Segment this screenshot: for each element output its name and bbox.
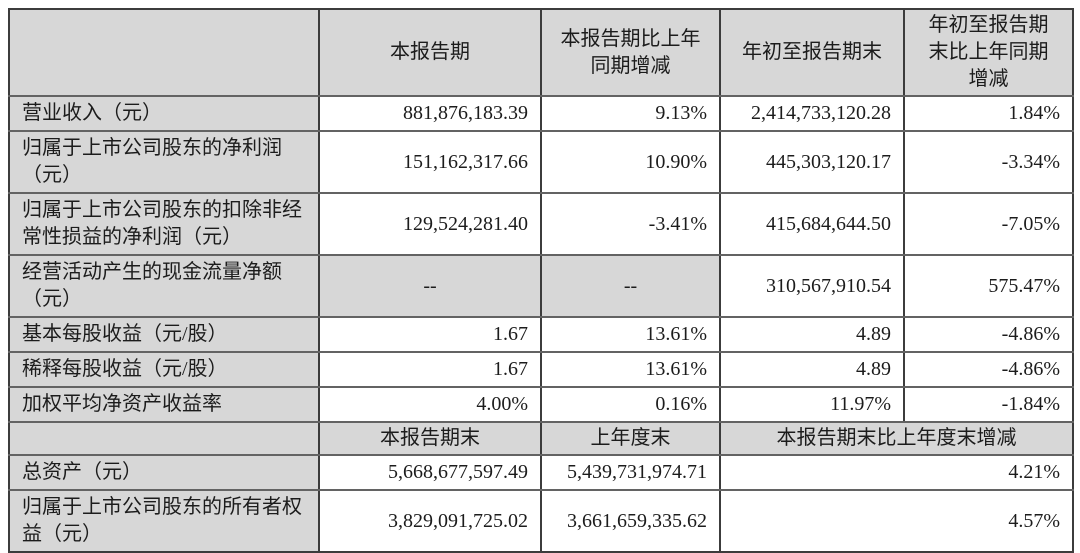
cell-current-period: 1.67 (318, 316, 542, 353)
cell-period-end-change: 4.21% (719, 454, 1074, 491)
header-corner-blank (8, 421, 320, 456)
cell-prev-year-end: 5,439,731,974.71 (540, 454, 721, 491)
row-label: 归属于上市公司股东的扣除非经常性损益的净利润（元） (8, 192, 320, 256)
cell-ytd: 310,567,910.54 (719, 254, 905, 318)
financial-summary-table: 本报告期 本报告期比上年同期增减 年初至报告期末 年初至报告期末比上年同期增减 … (8, 8, 1074, 553)
cell-current-period: 151,162,317.66 (318, 130, 542, 194)
cell-yoy-change: 13.61% (540, 316, 721, 353)
cell-yoy-change: 13.61% (540, 351, 721, 388)
row-label: 经营活动产生的现金流量净额（元） (8, 254, 320, 318)
row-total-assets: 总资产（元） 5,668,677,597.49 5,439,731,974.71… (8, 454, 1074, 491)
row-net-profit: 归属于上市公司股东的净利润（元） 151,162,317.66 10.90% 4… (8, 130, 1074, 194)
cell-current-period: 4.00% (318, 386, 542, 423)
header-prev-year-end: 上年度末 (540, 421, 721, 456)
cell-yoy-change: 0.16% (540, 386, 721, 423)
cell-current-period-na: -- (318, 254, 542, 318)
cell-yoy-change-na: -- (540, 254, 721, 318)
cell-ytd-yoy-change: -4.86% (903, 351, 1074, 388)
cell-ytd: 4.89 (719, 351, 905, 388)
cell-ytd-yoy-change: -4.86% (903, 316, 1074, 353)
header-corner-blank (8, 8, 320, 97)
cell-ytd-yoy-change: -3.34% (903, 130, 1074, 194)
header-ytd: 年初至报告期末 (719, 8, 905, 97)
row-equity-attributable: 归属于上市公司股东的所有者权益（元） 3,829,091,725.02 3,66… (8, 489, 1074, 553)
cell-current-period: 129,524,281.40 (318, 192, 542, 256)
cell-prev-year-end: 3,661,659,335.62 (540, 489, 721, 553)
cell-period-end: 5,668,677,597.49 (318, 454, 542, 491)
row-label: 归属于上市公司股东的净利润（元） (8, 130, 320, 194)
row-label: 加权平均净资产收益率 (8, 386, 320, 423)
cell-yoy-change: 9.13% (540, 95, 721, 132)
cell-ytd: 11.97% (719, 386, 905, 423)
row-label: 营业收入（元） (8, 95, 320, 132)
row-label: 基本每股收益（元/股） (8, 316, 320, 353)
header-row-period-end: 本报告期末 上年度末 本报告期末比上年度末增减 (8, 421, 1074, 456)
cell-current-period: 881,876,183.39 (318, 95, 542, 132)
row-diluted-eps: 稀释每股收益（元/股） 1.67 13.61% 4.89 -4.86% (8, 351, 1074, 388)
row-operating-revenue: 营业收入（元） 881,876,183.39 9.13% 2,414,733,1… (8, 95, 1074, 132)
cell-period-end: 3,829,091,725.02 (318, 489, 542, 553)
cell-current-period: 1.67 (318, 351, 542, 388)
row-label: 总资产（元） (8, 454, 320, 491)
row-net-profit-excl-non-recurring: 归属于上市公司股东的扣除非经常性损益的净利润（元） 129,524,281.40… (8, 192, 1074, 256)
report-page: 本报告期 本报告期比上年同期增减 年初至报告期末 年初至报告期末比上年同期增减 … (8, 8, 1074, 553)
header-row-period: 本报告期 本报告期比上年同期增减 年初至报告期末 年初至报告期末比上年同期增减 (8, 8, 1074, 97)
header-period-end: 本报告期末 (318, 421, 542, 456)
header-ytd-yoy: 年初至报告期末比上年同期增减 (903, 8, 1074, 97)
cell-ytd-yoy-change: -7.05% (903, 192, 1074, 256)
header-current-period-yoy: 本报告期比上年同期增减 (540, 8, 721, 97)
cell-yoy-change: -3.41% (540, 192, 721, 256)
cell-yoy-change: 10.90% (540, 130, 721, 194)
cell-ytd-yoy-change: 575.47% (903, 254, 1074, 318)
row-label: 归属于上市公司股东的所有者权益（元） (8, 489, 320, 553)
row-weighted-avg-roe: 加权平均净资产收益率 4.00% 0.16% 11.97% -1.84% (8, 386, 1074, 423)
header-current-period: 本报告期 (318, 8, 542, 97)
row-label: 稀释每股收益（元/股） (8, 351, 320, 388)
cell-ytd: 4.89 (719, 316, 905, 353)
cell-ytd-yoy-change: -1.84% (903, 386, 1074, 423)
cell-ytd: 415,684,644.50 (719, 192, 905, 256)
row-basic-eps: 基本每股收益（元/股） 1.67 13.61% 4.89 -4.86% (8, 316, 1074, 353)
row-operating-cash-flow: 经营活动产生的现金流量净额（元） -- -- 310,567,910.54 57… (8, 254, 1074, 318)
cell-ytd-yoy-change: 1.84% (903, 95, 1074, 132)
header-period-end-change: 本报告期末比上年度末增减 (719, 421, 1074, 456)
cell-period-end-change: 4.57% (719, 489, 1074, 553)
cell-ytd: 2,414,733,120.28 (719, 95, 905, 132)
cell-ytd: 445,303,120.17 (719, 130, 905, 194)
